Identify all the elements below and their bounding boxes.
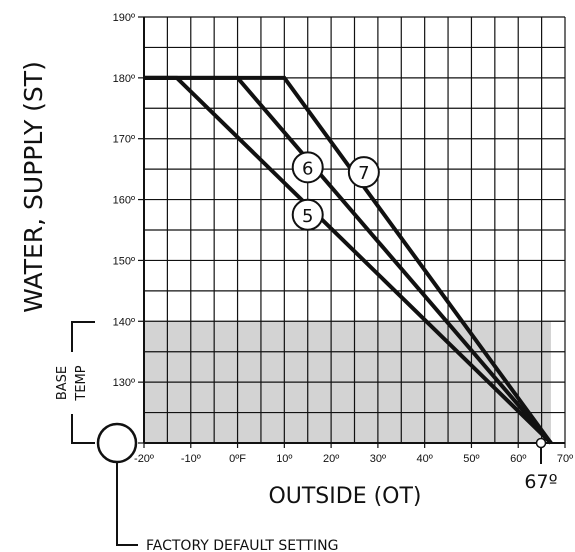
base-temp-label-line1: BASE <box>55 366 70 400</box>
x-tick-label: 50º <box>463 453 479 465</box>
x-tick-label: 20º <box>323 453 339 465</box>
y-tick-label: 140º <box>113 316 135 328</box>
y-tick-label: 160º <box>113 195 135 207</box>
x-axis-title: OUTSIDE (OT) <box>268 484 421 509</box>
endpoint-label: 67º <box>524 471 557 493</box>
series-labels: 5 6 7 <box>291 151 380 231</box>
factory-default-label: FACTORY DEFAULT SETTING <box>146 538 338 552</box>
y-tick-label: 190º <box>113 12 135 24</box>
series-label-circle <box>291 151 324 184</box>
y-axis-ticks: 130º140º150º160º170º180º190º120º <box>106 12 144 450</box>
endpoint-marker: 67º <box>524 437 558 493</box>
base-temp-bracket: BASE TEMP <box>50 321 95 444</box>
y-axis-title: WATER, SUPPLY (ST) <box>19 61 48 313</box>
series-label-circle <box>291 198 324 231</box>
y-tick-label: 130º <box>113 377 135 389</box>
factory-default-callout: FACTORY DEFAULT SETTING <box>96 422 338 552</box>
x-tick-label: 60º <box>510 453 526 465</box>
x-axis-ticks: -20º -10º 0ºF 10º 20º 30º 40º 50º 60º 70º <box>134 443 573 465</box>
reset-curve-7 <box>144 75 553 445</box>
series-label-circle <box>347 156 380 189</box>
grid-lines <box>143 16 566 444</box>
x-tick-label: 70º <box>557 453 573 465</box>
series-label-7: 7 <box>358 163 369 184</box>
y-tick-label: 180º <box>113 73 135 85</box>
x-tick-label: 40º <box>417 453 433 465</box>
series-label-6: 6 <box>302 158 313 179</box>
series-label-5: 5 <box>302 206 313 227</box>
x-tick-label: 30º <box>370 453 386 465</box>
reset-curves <box>144 75 553 445</box>
y-tick-label: 170º <box>113 134 135 146</box>
x-tick-label: 10º <box>276 453 292 465</box>
y-tick-label: 150º <box>113 255 135 267</box>
x-tick-label: 0ºF <box>229 453 246 465</box>
x-tick-label: -20º <box>134 453 154 465</box>
base-temp-label-line2: TEMP <box>74 365 89 401</box>
x-tick-label: -10º <box>181 453 201 465</box>
